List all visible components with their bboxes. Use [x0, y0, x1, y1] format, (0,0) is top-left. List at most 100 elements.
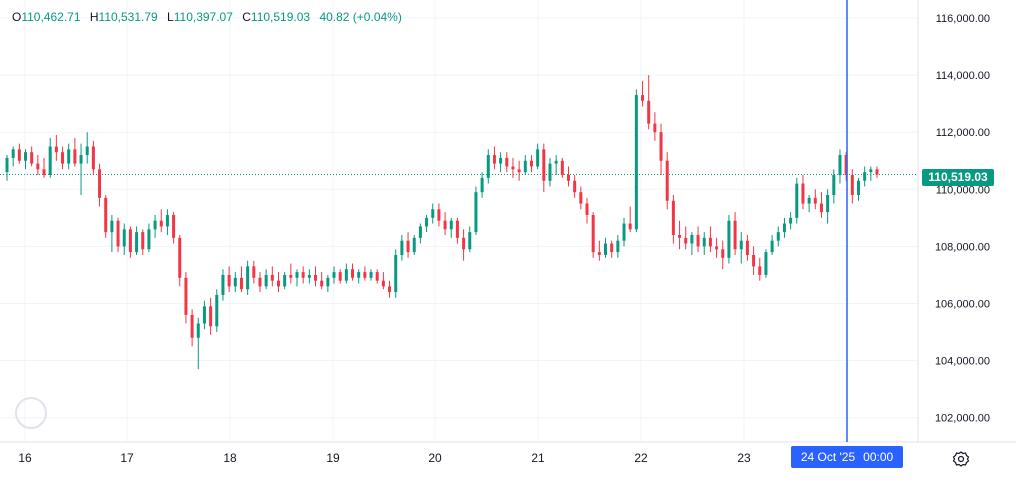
- x-tick-label: 20: [428, 451, 442, 465]
- candle-body: [67, 149, 71, 164]
- candle-body: [184, 277, 188, 315]
- candle-body: [381, 280, 385, 287]
- candle-body: [196, 323, 200, 338]
- candle-body: [110, 220, 114, 233]
- candle-body: [536, 149, 540, 167]
- candle-body: [665, 160, 669, 201]
- candle-body: [770, 240, 774, 253]
- candle-body: [431, 209, 435, 218]
- candle-body: [542, 149, 546, 181]
- candle-body: [30, 152, 34, 164]
- candle-body: [462, 237, 466, 250]
- candle-body: [172, 214, 176, 238]
- candle-body: [474, 192, 478, 233]
- candle-body: [745, 240, 749, 255]
- settings-gear-icon[interactable]: [952, 450, 970, 468]
- candle-body: [566, 175, 570, 181]
- y-tick-label: 116,000.00: [936, 13, 990, 25]
- close-label: C: [242, 10, 251, 24]
- y-tick-label: 114,000.00: [936, 70, 990, 82]
- candle-body: [721, 249, 725, 258]
- candle-body: [178, 237, 182, 278]
- candle-body: [776, 232, 780, 241]
- candle-body: [24, 152, 28, 161]
- x-tick-label: 19: [326, 451, 340, 465]
- low-label: L: [167, 10, 174, 24]
- candle-body: [332, 272, 336, 278]
- candle-body: [634, 95, 638, 230]
- candle-body: [215, 294, 219, 327]
- candle-body: [128, 229, 132, 253]
- candle-body: [159, 220, 163, 227]
- candle-body: [499, 157, 503, 164]
- candle-body: [5, 157, 9, 173]
- candle-body: [591, 214, 595, 253]
- candle-body: [412, 237, 416, 253]
- candle-body: [708, 237, 712, 247]
- crosshair-time-label: 24 Oct '25 00:00: [791, 446, 903, 468]
- candle-body: [190, 314, 194, 338]
- x-tick-label: 16: [18, 451, 32, 465]
- candle-body: [209, 306, 213, 327]
- close-value: 110,519.03: [250, 10, 311, 24]
- candle-body: [696, 234, 700, 247]
- candle-body: [684, 237, 688, 244]
- candle-body: [678, 234, 682, 238]
- candle-body: [252, 266, 256, 278]
- candle-body: [653, 123, 657, 133]
- candle-body: [437, 209, 441, 221]
- candle-body: [258, 277, 262, 287]
- candle-body: [135, 232, 139, 253]
- candle-body: [523, 160, 527, 173]
- candle-body: [641, 95, 645, 101]
- candle-body: [727, 220, 731, 258]
- candle-body: [813, 197, 817, 204]
- change-value: 40.82 (+0.04%): [319, 10, 402, 24]
- candle-body: [239, 277, 243, 290]
- candle-body: [227, 274, 231, 287]
- candle-body: [844, 155, 848, 176]
- candle-body: [264, 274, 268, 287]
- candle-body: [73, 149, 77, 164]
- candle-body: [104, 197, 108, 233]
- candle-body: [604, 243, 608, 255]
- candle-body: [480, 177, 484, 193]
- candle-body: [752, 254, 756, 267]
- candle-body: [875, 169, 879, 175]
- candle-body: [690, 234, 694, 244]
- candle-body: [826, 195, 830, 213]
- candle-body: [406, 240, 410, 253]
- candle-body: [418, 226, 422, 238]
- candle-body: [11, 149, 15, 158]
- candle-body: [246, 266, 250, 290]
- candle-body: [585, 203, 589, 215]
- candle-body: [659, 132, 663, 161]
- candle-body: [289, 274, 293, 278]
- candle-body: [468, 232, 472, 250]
- candle-body: [122, 229, 126, 247]
- candle-body: [850, 175, 854, 196]
- high-label: H: [89, 10, 99, 24]
- candle-body: [17, 149, 21, 161]
- candle-body: [344, 269, 348, 281]
- candle-body: [443, 220, 447, 230]
- x-tick-label: 18: [223, 451, 237, 465]
- candle-body: [832, 175, 836, 196]
- x-tick-label: 23: [737, 451, 751, 465]
- candle-body: [375, 272, 379, 281]
- candle-body: [573, 180, 577, 193]
- candle-body: [517, 169, 521, 173]
- candle-body: [270, 274, 274, 281]
- candle-body: [283, 274, 287, 287]
- candle-body: [295, 272, 299, 278]
- candle-body: [702, 237, 706, 247]
- candle-body: [91, 146, 95, 170]
- candle-body: [326, 277, 330, 287]
- candle-body: [221, 274, 225, 295]
- candle-body: [486, 155, 490, 178]
- candle-body: [351, 269, 355, 278]
- candle-body: [61, 152, 65, 164]
- candle-body: [838, 155, 842, 176]
- candle-body: [388, 286, 392, 293]
